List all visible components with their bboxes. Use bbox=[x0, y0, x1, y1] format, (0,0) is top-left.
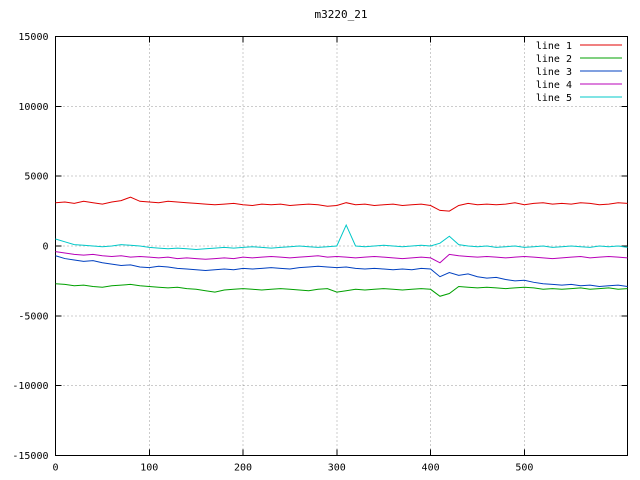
legend-label-5: line 5 bbox=[536, 93, 572, 104]
legend-label-3: line 3 bbox=[536, 67, 572, 78]
series-line-4 bbox=[55, 251, 628, 264]
x-tick-label: 400 bbox=[422, 463, 440, 474]
y-tick-label: -10000 bbox=[12, 381, 48, 392]
y-tick-label: 15000 bbox=[18, 32, 48, 43]
legend-label-1: line 1 bbox=[536, 41, 572, 52]
y-tick-label: 0 bbox=[42, 242, 48, 253]
x-tick-label: 0 bbox=[52, 463, 58, 474]
series-line-1 bbox=[55, 196, 628, 212]
chart-title: m3220_21 bbox=[314, 8, 368, 21]
x-tick-label: 200 bbox=[234, 463, 252, 474]
series-line-3 bbox=[55, 255, 628, 288]
legend-label-4: line 4 bbox=[536, 80, 572, 91]
x-tick-label: 500 bbox=[515, 463, 533, 474]
x-tick-label: 100 bbox=[140, 463, 158, 474]
y-tick-label: -15000 bbox=[12, 451, 48, 462]
y-tick-label: 5000 bbox=[24, 172, 48, 183]
legend-label-2: line 2 bbox=[536, 54, 572, 65]
x-tick-label: 300 bbox=[328, 463, 346, 474]
series-line-5 bbox=[55, 223, 628, 250]
y-tick-label: 10000 bbox=[18, 102, 48, 113]
series-line-2 bbox=[55, 283, 628, 297]
y-tick-label: -5000 bbox=[18, 311, 48, 322]
